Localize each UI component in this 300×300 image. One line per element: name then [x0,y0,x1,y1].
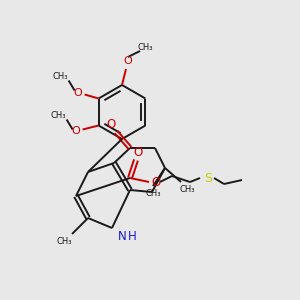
Text: O: O [124,56,132,66]
Text: O: O [73,88,82,98]
Text: CH₃: CH₃ [56,236,72,245]
Text: CH₃: CH₃ [51,111,66,120]
Text: O: O [106,118,116,131]
Text: CH₃: CH₃ [53,72,68,81]
Text: S: S [204,172,212,184]
Text: O: O [152,176,160,188]
Text: CH₃: CH₃ [137,43,153,52]
Text: O: O [134,146,142,158]
Text: CH₃: CH₃ [145,190,161,199]
Text: N: N [118,230,126,242]
Text: H: H [128,230,136,242]
Text: O: O [71,127,80,136]
Text: CH₃: CH₃ [179,184,195,194]
